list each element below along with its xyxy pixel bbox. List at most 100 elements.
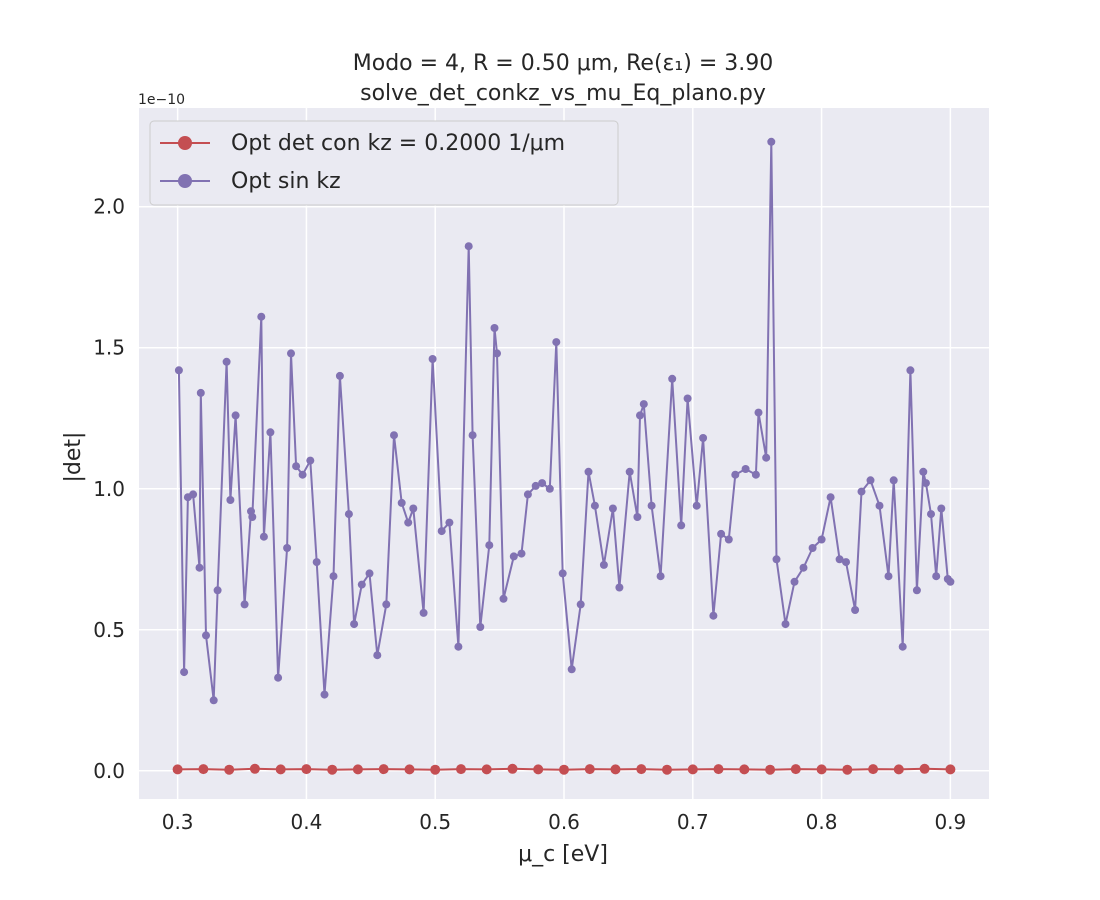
data-point	[180, 668, 189, 677]
legend-label-1: Opt sin kz	[231, 169, 341, 194]
data-point	[559, 764, 569, 775]
data-point	[523, 490, 532, 499]
x-tick-label: 0.7	[677, 810, 709, 834]
x-tick-label: 0.8	[806, 810, 838, 834]
data-point	[608, 504, 617, 513]
legend-label-0: Opt det con kz = 0.2000 1/μm	[231, 131, 565, 156]
data-point	[857, 487, 866, 496]
data-point	[889, 476, 898, 485]
legend-marker-0	[178, 136, 192, 150]
data-point	[456, 764, 466, 775]
data-point	[552, 338, 561, 347]
data-point	[240, 600, 249, 609]
y-tick-label: 1.5	[93, 336, 125, 360]
data-point	[249, 763, 260, 774]
data-point	[202, 631, 210, 640]
data-point	[636, 411, 644, 420]
data-point	[884, 572, 893, 581]
data-point	[357, 580, 366, 589]
data-point	[198, 764, 209, 775]
data-point	[248, 513, 257, 521]
data-point	[875, 501, 884, 510]
data-point	[772, 555, 781, 564]
data-point	[428, 355, 437, 363]
data-point	[538, 479, 547, 488]
data-point	[329, 572, 338, 581]
data-point	[912, 586, 921, 595]
data-point	[731, 470, 740, 479]
data-point	[509, 552, 518, 561]
data-point	[851, 606, 860, 614]
data-point	[404, 518, 413, 527]
data-point	[656, 572, 665, 581]
data-point	[584, 467, 593, 476]
data-point	[615, 583, 624, 592]
data-point	[274, 673, 283, 682]
data-point	[754, 408, 763, 417]
legend-marker-1	[178, 174, 192, 188]
data-point	[545, 484, 554, 493]
data-point	[647, 501, 656, 510]
data-point	[717, 529, 726, 538]
data-point	[762, 453, 771, 462]
data-point	[683, 394, 692, 403]
data-point	[590, 501, 599, 510]
data-point	[275, 764, 286, 775]
data-point	[430, 764, 441, 775]
data-point	[259, 532, 268, 541]
y-tick-label: 0.5	[93, 618, 125, 642]
data-point	[493, 349, 501, 358]
data-point	[790, 764, 801, 775]
data-point	[499, 594, 508, 603]
data-point	[226, 496, 235, 504]
data-point	[751, 470, 760, 479]
data-point	[781, 620, 790, 629]
data-point	[906, 366, 915, 375]
data-point	[195, 563, 204, 572]
data-point	[454, 642, 463, 651]
series-0	[172, 763, 956, 775]
data-point	[292, 462, 301, 471]
data-point	[724, 535, 733, 544]
data-point	[189, 490, 198, 499]
chart-subtitle: solve_det_conkz_vs_mu_Eq_plano.py	[360, 81, 766, 106]
data-point	[668, 374, 677, 383]
x-axis-label: μ_c [eV]	[518, 842, 608, 867]
data-point	[531, 481, 540, 490]
x-tick-label: 0.3	[162, 810, 194, 834]
series-1	[174, 137, 955, 705]
data-point	[842, 558, 850, 567]
chart-title: Modo = 4, R = 0.50 μm, Re(ε₁) = 3.90	[353, 51, 773, 76]
data-point	[298, 470, 307, 479]
data-point	[174, 366, 183, 375]
data-point	[533, 764, 544, 775]
data-point	[921, 479, 930, 488]
data-point	[842, 764, 853, 775]
data-point	[866, 476, 875, 485]
y-tick-label: 1.0	[93, 477, 125, 501]
data-point	[790, 577, 799, 586]
data-point	[767, 137, 776, 146]
data-point	[898, 642, 907, 651]
data-point	[306, 456, 315, 465]
data-point	[576, 600, 585, 609]
data-point	[213, 586, 222, 595]
data-point	[893, 764, 904, 775]
y-tick-label: 2.0	[93, 195, 125, 219]
y-tick-label: 0.0	[93, 759, 125, 783]
data-point	[808, 544, 817, 552]
data-point	[335, 371, 344, 380]
tick-labels: 0.3 0.4 0.5 0.6 0.7 0.8 0.9 0.0 0.5 1.0 1.5 2.0	[93, 195, 966, 834]
data-point	[709, 611, 718, 620]
data-point	[287, 349, 295, 358]
data-point	[584, 764, 595, 775]
data-point	[312, 558, 321, 567]
data-point	[365, 569, 374, 578]
data-point	[919, 763, 930, 774]
data-point	[468, 431, 477, 440]
y-multiplier: 1e−10	[138, 92, 185, 108]
x-tick-label: 0.9	[934, 810, 966, 834]
data-point	[945, 764, 956, 775]
series-layer	[172, 137, 956, 775]
data-point	[610, 764, 621, 775]
